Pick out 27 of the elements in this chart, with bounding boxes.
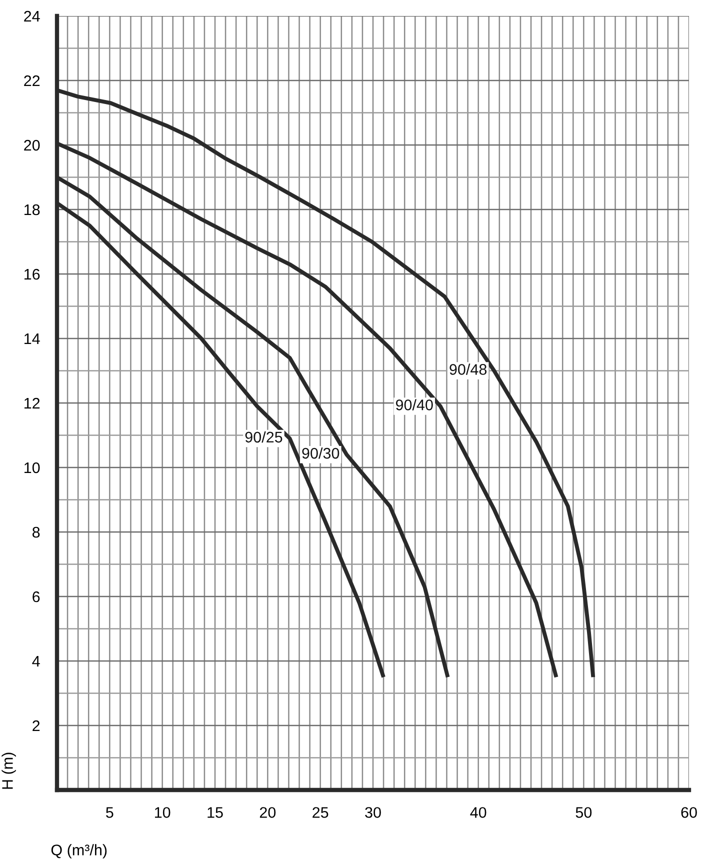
y-tick-label: 14 (24, 334, 40, 344)
y-tick-label: 22 (24, 75, 40, 86)
x-tick-label: 60 (681, 807, 697, 818)
y-tick-label: 8 (32, 526, 40, 538)
x-tick-label: 25 (312, 807, 328, 818)
x-tick-label: 5 (106, 807, 114, 818)
series-label: 90/25 (245, 431, 282, 443)
x-tick-label: 20 (260, 807, 276, 818)
y-tick-label: 12 (24, 398, 40, 409)
y-axis-title: H (m) (2, 752, 16, 789)
x-axis-title: Q (m³/h) (51, 844, 107, 858)
y-tick-label: 20 (24, 140, 40, 151)
x-tick-label: 15 (208, 807, 223, 818)
series-label: 90/30 (302, 447, 340, 459)
x-tick-label: 30 (365, 807, 381, 818)
x-tick-label: 40 (470, 807, 486, 818)
y-tick-label: 6 (32, 591, 40, 602)
series-label: 90/40 (396, 399, 433, 410)
x-tick-label: 50 (576, 807, 592, 818)
y-tick-label: 2 (32, 720, 40, 732)
y-tick-label: 4 (32, 656, 40, 667)
y-tick-label: 10 (24, 462, 40, 474)
series-label: 90/48 (450, 364, 487, 375)
x-tick-label: 10 (155, 807, 170, 818)
y-tick-label: 24 (24, 10, 40, 22)
y-tick-label: 16 (24, 268, 40, 280)
y-tick-label: 18 (24, 204, 40, 216)
